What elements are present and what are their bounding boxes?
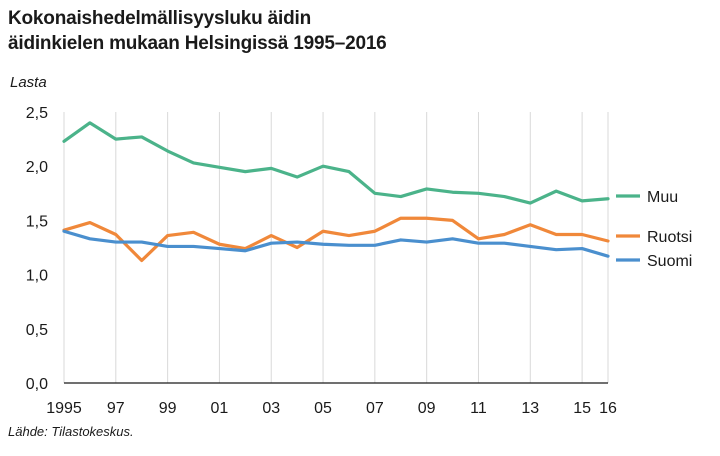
chart-title-line-2: äidinkielen mukaan Helsingissä 1995–2016 <box>8 33 387 54</box>
series-line-suomi <box>62 229 610 258</box>
x-tick-labels: 1995 97 99 01 03 05 07 09 11 13 15 16 <box>46 400 617 417</box>
x-tick-label: 13 <box>521 400 539 417</box>
y-axis-unit-label: Lasta <box>10 74 47 91</box>
vertical-gridlines <box>63 112 609 384</box>
source-note: Lähde: Tilastokeskus. <box>8 424 134 439</box>
x-tick-label: 15 <box>573 400 591 417</box>
y-tick-labels: 0,0 0,5 1,0 1,5 2,0 2,5 <box>26 105 48 393</box>
x-tick-label: 01 <box>211 400 229 417</box>
y-tick-label: 0,5 <box>26 322 48 339</box>
legend-label-suomi: Suomi <box>647 253 692 270</box>
x-tick-label: 09 <box>418 400 436 417</box>
series-line-ruotsi <box>62 216 610 263</box>
y-tick-label: 2,0 <box>26 159 48 176</box>
legend-label-ruotsi: Ruotsi <box>647 229 692 246</box>
x-tick-label: 07 <box>366 400 384 417</box>
y-tick-label: 1,5 <box>26 213 48 230</box>
y-tick-label: 0,0 <box>26 376 48 393</box>
chart-title: Kokonaishedelmällisyysluku äidin äidinki… <box>8 6 387 56</box>
x-tick-label: 16 <box>599 400 617 417</box>
y-tick-label: 2,5 <box>26 105 48 122</box>
y-tick-label: 1,0 <box>26 268 48 285</box>
legend-label-muu: Muu <box>647 189 678 206</box>
x-tick-label: 1995 <box>46 400 82 417</box>
x-tick-label: 03 <box>262 400 280 417</box>
x-tick-label: 11 <box>470 400 487 417</box>
series-lines <box>62 121 610 263</box>
x-tick-label: 97 <box>107 400 125 417</box>
legend: Muu Ruotsi Suomi <box>616 189 692 270</box>
x-tick-label: 05 <box>314 400 332 417</box>
chart-title-line-1: Kokonaishedelmällisyysluku äidin <box>8 8 311 29</box>
series-line-muu <box>62 121 610 205</box>
x-tick-label: 99 <box>159 400 177 417</box>
